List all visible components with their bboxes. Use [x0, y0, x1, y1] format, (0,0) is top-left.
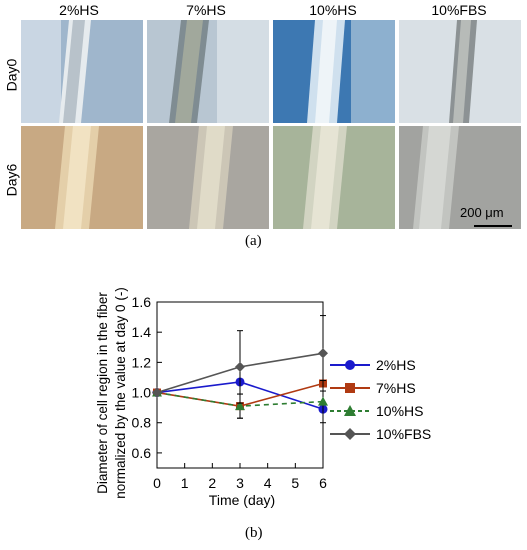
column-header-10fbs: 10%FBS	[431, 2, 487, 18]
x-axis-label: Time (day)	[209, 492, 275, 508]
legend-item-2hs: 2%HS	[330, 353, 431, 376]
scale-bar-label: 200 μm	[460, 205, 504, 220]
legend-marker-10hs	[330, 404, 370, 416]
legend-marker-10fbs	[330, 427, 370, 440]
legend-label: 10%FBS	[376, 425, 432, 442]
y-axis-label-line1: Diameter of cell region in the fiber	[95, 292, 110, 494]
column-header-7hs: 7%HS	[186, 2, 226, 18]
data-point	[235, 361, 245, 372]
y-tick-label: 1.6	[132, 294, 152, 310]
y-tick-label: 0.6	[132, 445, 152, 461]
column-header-2hs: 2%HS	[59, 2, 99, 18]
legend-label: 7%HS	[376, 379, 416, 396]
chart-legend: 2%HS 7%HS 10%HS 10%FBS	[330, 353, 431, 445]
legend-label: 2%HS	[376, 356, 416, 373]
y-tick-label: 1.0	[132, 385, 152, 401]
x-tick-label: 2	[208, 475, 216, 491]
x-tick-label: 4	[264, 475, 272, 491]
y-tick-label: 0.8	[132, 415, 152, 431]
data-point	[152, 387, 162, 398]
x-tick-label: 1	[181, 475, 189, 491]
row-header-day0: Day0	[3, 58, 19, 92]
legend-marker-7hs	[330, 382, 370, 393]
micrograph-day6-7hs	[147, 126, 269, 229]
x-tick-label: 3	[236, 475, 244, 491]
x-tick-label: 6	[319, 475, 327, 491]
panel-a-label: (a)	[245, 233, 262, 249]
row-header-day6: Day6	[3, 163, 19, 197]
x-tick-label: 5	[291, 475, 299, 491]
micrograph-day0-2hs	[21, 20, 143, 123]
scale-bar: 200 μm	[460, 205, 512, 227]
column-header-10hs: 10%HS	[309, 2, 357, 18]
micrograph-day6-10hs	[273, 126, 395, 229]
micrograph-day6-10fbs	[399, 126, 521, 229]
y-tick-label: 1.2	[132, 354, 152, 370]
y-axis-label-line2: normalized by the value at day 0 (-)	[113, 287, 128, 499]
micrograph-day0-10fbs	[399, 20, 521, 123]
scale-bar-line	[474, 225, 512, 227]
data-point	[318, 396, 328, 406]
x-tick-label: 0	[153, 475, 161, 491]
line-chart: 0.6 0.8 1.0 1.2 1.4 1.6 0 1 2 3 4 5 6 Time (day) Diame…	[95, 287, 328, 508]
data-point	[318, 348, 328, 359]
legend-item-10fbs: 10%FBS	[330, 422, 431, 445]
micrograph-day0-10hs	[273, 20, 395, 123]
data-point	[235, 401, 245, 411]
panel-b-label: (b)	[245, 525, 263, 541]
legend-item-7hs: 7%HS	[330, 376, 431, 399]
legend-marker-2hs	[330, 359, 370, 370]
micrograph-day0-7hs	[147, 20, 269, 123]
legend-label: 10%HS	[376, 402, 424, 419]
micrograph-day6-2hs	[21, 126, 143, 229]
y-tick-label: 1.4	[132, 324, 152, 340]
legend-item-10hs: 10%HS	[330, 399, 431, 422]
